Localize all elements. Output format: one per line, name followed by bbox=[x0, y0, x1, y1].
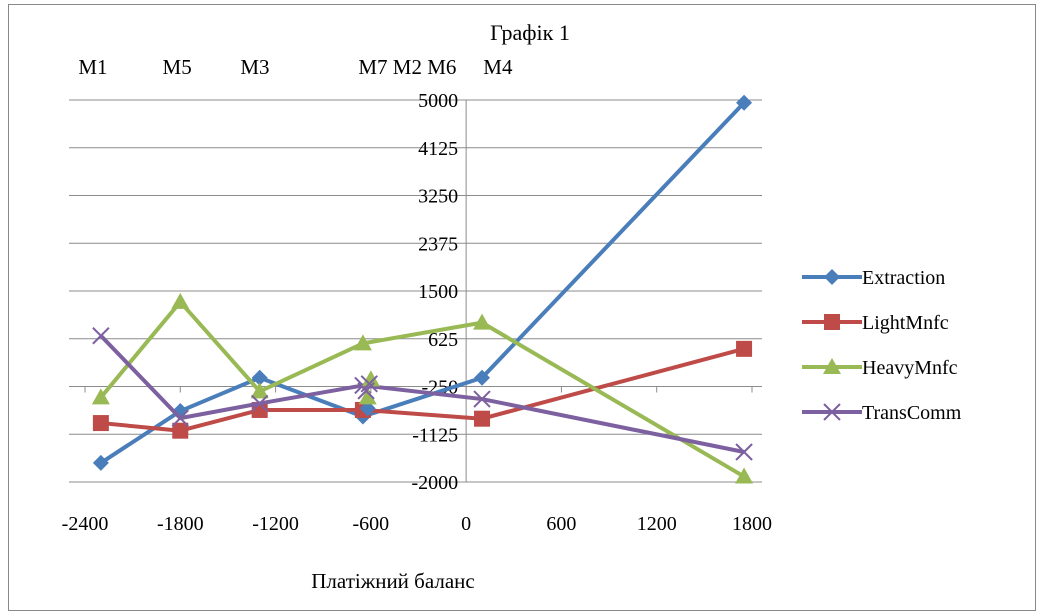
x-tick-label: 1200 bbox=[637, 513, 677, 535]
data-point-heavymnfc bbox=[353, 334, 372, 351]
y-tick-label: -1125 bbox=[412, 424, 458, 446]
data-point-lightmnfc bbox=[172, 422, 189, 439]
data-point-lightmnfc bbox=[736, 340, 753, 357]
data-point-lightmnfc bbox=[92, 415, 109, 432]
series-line-heavymnfc bbox=[99, 299, 746, 479]
data-point-heavymnfc bbox=[735, 467, 754, 484]
x-tick-label: -2400 bbox=[62, 513, 109, 535]
legend-marker-lightmnfc bbox=[824, 314, 840, 330]
x-axis-title: Платіжний баланс bbox=[311, 569, 474, 593]
y-tick-label: 5000 bbox=[418, 90, 458, 112]
y-tick-label: -2000 bbox=[411, 472, 458, 494]
data-point-transcomm bbox=[473, 390, 491, 408]
data-point-transcomm bbox=[735, 443, 753, 461]
data-point-extraction bbox=[251, 369, 268, 386]
legend-marker-heavymnfc bbox=[823, 358, 841, 374]
data-point-transcomm bbox=[360, 375, 378, 393]
legend-label-lightmnfc: LightMnfc bbox=[862, 312, 949, 334]
top-label: M1 bbox=[78, 55, 107, 79]
x-tick-label: 600 bbox=[546, 513, 576, 535]
y-tick-label: 1500 bbox=[418, 281, 458, 303]
legend-label-heavymnfc: HeavyMnfc bbox=[862, 357, 958, 379]
y-tick-label: 4125 bbox=[418, 138, 458, 160]
y-tick-label: 625 bbox=[428, 329, 458, 351]
data-point-heavymnfc bbox=[91, 388, 110, 405]
series-line-transcomm bbox=[99, 334, 745, 454]
data-point-transcomm bbox=[171, 409, 189, 427]
top-label: M5 bbox=[163, 55, 192, 79]
series-line-extraction bbox=[99, 101, 746, 465]
legend-label-transcomm: TransComm bbox=[862, 402, 962, 424]
data-point-heavymnfc bbox=[171, 292, 190, 309]
legend-marker-extraction bbox=[824, 269, 840, 285]
data-point-heavymnfc bbox=[361, 370, 380, 387]
data-point-extraction bbox=[474, 369, 491, 386]
data-point-transcomm bbox=[250, 394, 269, 413]
data-point-lightmnfc bbox=[474, 410, 491, 427]
data-point-extraction bbox=[736, 94, 753, 111]
x-tick-label: -1200 bbox=[252, 513, 299, 535]
data-point-heavymnfc bbox=[358, 388, 377, 405]
data-point-transcomm bbox=[92, 327, 110, 345]
x-tick-label: 1800 bbox=[732, 513, 772, 535]
y-tick-label: 2375 bbox=[418, 233, 458, 255]
legend-marker-transcomm bbox=[823, 403, 841, 421]
x-tick-label: 0 bbox=[461, 513, 471, 535]
data-point-extraction bbox=[92, 454, 109, 471]
top-label: M4 bbox=[483, 55, 513, 79]
legend-label-extraction: Extraction bbox=[862, 267, 945, 289]
y-tick-label: 3250 bbox=[418, 186, 458, 208]
chart-title: Графік 1 bbox=[490, 20, 570, 45]
x-tick-label: -1800 bbox=[157, 513, 204, 535]
data-point-heavymnfc bbox=[473, 313, 492, 330]
top-label: M3 bbox=[240, 55, 269, 79]
top-label: M7 M2 M6 bbox=[358, 55, 456, 79]
data-point-heavymnfc bbox=[250, 382, 269, 399]
x-tick-label: -600 bbox=[353, 513, 390, 535]
